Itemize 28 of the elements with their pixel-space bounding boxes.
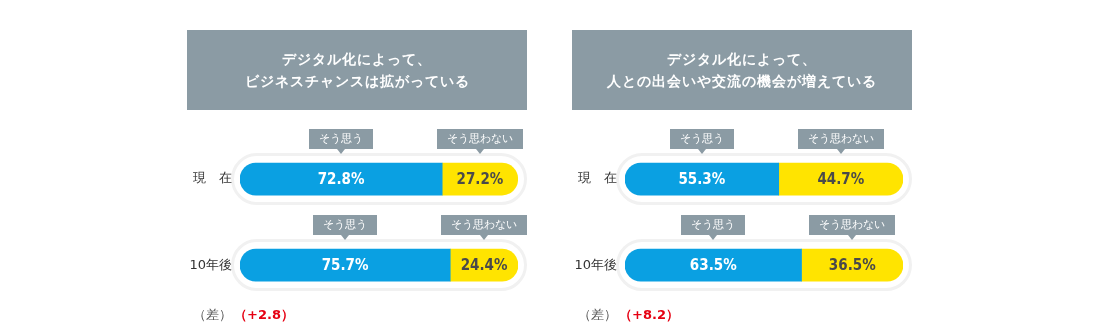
text: （+2.8）	[234, 307, 294, 323]
series-label: そう思う	[669, 129, 734, 150]
data-label: 36.5%	[828, 256, 877, 275]
text: （差）	[578, 307, 617, 323]
series-label: そう思わない	[436, 129, 523, 150]
y-tick-label: 現 在	[578, 170, 617, 186]
data-label: 75.7%	[321, 256, 369, 275]
y-tick-label: 10年後	[189, 256, 232, 272]
y-tick-label: 10年後	[574, 256, 617, 272]
text: そう思う	[691, 218, 736, 232]
chart-title: デジタル化によって、人との出会いや交流の機会が増えている	[607, 50, 877, 91]
series-label: そう思う	[309, 129, 374, 150]
data-label: 55.3%	[678, 169, 726, 188]
y-tick-label: 現 在	[193, 170, 232, 186]
bar	[240, 162, 443, 196]
chart-title: デジタル化によって、ビジネスチャンスは拡がっている	[244, 50, 470, 91]
data-label: 24.4%	[460, 256, 508, 275]
text: （+8.2）	[619, 307, 679, 323]
text: そう思う	[323, 218, 368, 232]
text: （差）	[193, 307, 232, 323]
bar	[240, 248, 451, 282]
data-label: 27.2%	[456, 169, 504, 188]
data-label: 44.7%	[817, 169, 865, 188]
text: そう思わない	[451, 218, 518, 232]
data-label: 72.8%	[317, 169, 365, 188]
text: そう思わない	[819, 218, 886, 232]
data-label: 63.5%	[689, 256, 738, 275]
series-label: そう思わない	[797, 129, 884, 150]
